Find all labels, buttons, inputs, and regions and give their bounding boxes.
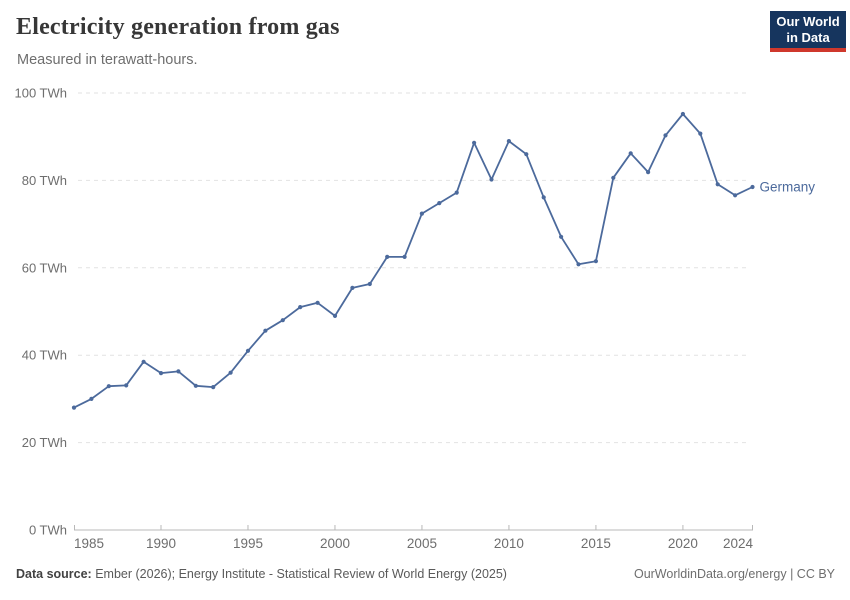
x-tick-label-2010: 2010 (494, 536, 524, 551)
page-title: Electricity generation from gas (16, 14, 340, 40)
data-point-2001[interactable] (350, 285, 355, 290)
data-point-2020[interactable] (680, 111, 686, 117)
chart-footer: Data source: Ember (2026); Energy Instit… (16, 567, 835, 581)
data-point-2011[interactable] (524, 152, 529, 157)
data-source-text: Ember (2026); Energy Institute - Statist… (91, 567, 507, 581)
data-point-2002[interactable] (367, 281, 372, 287)
data-point-2022[interactable] (715, 182, 720, 187)
data-point-1992[interactable] (193, 383, 198, 388)
data-point-2021[interactable] (698, 131, 703, 136)
series-line-germany[interactable] (73, 113, 754, 409)
series-label-germany[interactable]: Germany (760, 179, 816, 194)
y-tick-label-20: 20 TWh (22, 435, 67, 450)
data-point-2017[interactable] (628, 151, 633, 156)
data-point-1995[interactable] (245, 348, 251, 353)
page-subtitle: Measured in terawatt-hours. (17, 52, 198, 68)
x-tick-label-2020: 2020 (668, 536, 698, 551)
data-source-label: Data source: (16, 567, 92, 581)
data-point-2005[interactable] (419, 211, 424, 216)
data-point-2012[interactable] (541, 195, 546, 200)
data-point-1989[interactable] (141, 359, 146, 364)
data-point-1987[interactable] (106, 384, 111, 389)
data-point-1990[interactable] (158, 371, 164, 376)
data-point-1986[interactable] (89, 396, 94, 401)
data-point-1991[interactable] (176, 369, 181, 374)
license-text: | CC BY (786, 567, 835, 581)
owid-energy-link[interactable]: OurWorldinData.org/energy (633, 567, 787, 581)
x-tick-label-2024: 2024 (723, 536, 754, 551)
data-point-1994[interactable] (228, 370, 233, 375)
x-tick-label-1995: 1995 (233, 536, 263, 551)
data-point-2000[interactable] (332, 313, 338, 318)
data-point-2016[interactable] (611, 175, 616, 180)
data-point-2013[interactable] (559, 234, 564, 239)
data-point-2006[interactable] (437, 201, 442, 206)
owid-logo-line1: Our World (776, 14, 840, 29)
data-point-2004[interactable] (402, 254, 407, 259)
data-point-1985[interactable] (71, 405, 77, 410)
data-point-2010[interactable] (506, 139, 511, 144)
x-tick-label-1990: 1990 (146, 536, 176, 551)
x-tick-label-2015: 2015 (581, 536, 611, 551)
y-tick-label-60: 60 TWh (22, 260, 67, 275)
data-point-2008[interactable] (472, 140, 477, 145)
data-point-1996[interactable] (263, 328, 268, 333)
footer-credits: OurWorldinData.org/energy | CC BY (634, 567, 835, 581)
data-point-2018[interactable] (646, 170, 651, 175)
line-chart[interactable]: 0 TWh 20 TWh 40 TWh 60 TWh 80 TWh 100 TWh 1985… (0, 85, 850, 560)
data-point-2015[interactable] (593, 259, 599, 264)
data-point-2009[interactable] (489, 177, 494, 182)
y-tick-label-80: 80 TWh (22, 173, 67, 188)
data-point-1988[interactable] (124, 383, 129, 388)
y-tick-label-100: 100 TWh (14, 86, 67, 101)
data-point-2014[interactable] (576, 262, 581, 267)
data-point-2003[interactable] (385, 254, 390, 259)
x-tick-label-2005: 2005 (407, 536, 437, 551)
data-point-1998[interactable] (298, 305, 303, 310)
data-point-1999[interactable] (315, 300, 320, 305)
data-point-1997[interactable] (280, 318, 285, 323)
data-point-2023[interactable] (733, 193, 738, 198)
data-point-1993[interactable] (211, 385, 216, 390)
y-tick-label-0: 0 TWh (29, 523, 67, 538)
x-tick-label-2000: 2000 (320, 536, 350, 551)
owid-logo-line2: in Data (786, 30, 830, 45)
data-point-2024[interactable] (750, 184, 755, 190)
data-point-2007[interactable] (454, 190, 459, 195)
owid-logo[interactable]: Our World in Data (770, 11, 846, 52)
data-point-2019[interactable] (663, 133, 668, 138)
data-source: Data source: Ember (2026); Energy Instit… (16, 567, 507, 581)
y-tick-label-40: 40 TWh (22, 348, 67, 363)
x-tick-label-1985: 1985 (74, 536, 104, 551)
